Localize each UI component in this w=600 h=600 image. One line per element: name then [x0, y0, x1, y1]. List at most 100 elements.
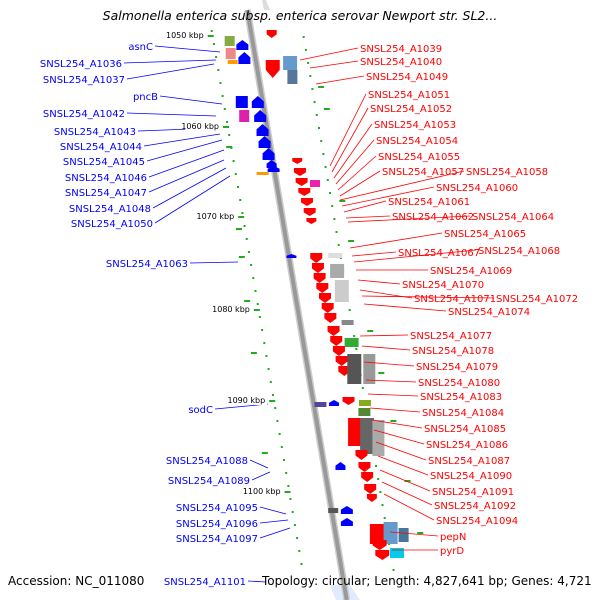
tick-dot [300, 563, 303, 565]
leader-line-right [359, 334, 409, 337]
leader-line-left [126, 112, 217, 117]
reverse-feature-box [363, 354, 376, 384]
reverse-feature-box [283, 56, 298, 70]
forward-gene-arrow [267, 166, 280, 172]
tick-dot [333, 218, 336, 220]
kbp-tick-background [231, 395, 268, 405]
label-right-snsl254_a1079: SNSL254_A1079 [416, 362, 498, 373]
reverse-gene-arrow [316, 283, 329, 293]
tick-dot [269, 381, 272, 383]
label-right-snsl254_a1084: SNSL254_A1084 [422, 408, 504, 419]
label-right-snsl254_a1057: SNSL254_A1057 [382, 167, 464, 178]
tick-dot [326, 179, 329, 181]
label-left-snsl254_a1096: SNSL254_A1096 [176, 519, 258, 530]
kbp-tick-label: 1090 kbp [227, 396, 265, 405]
tick-dot [324, 166, 327, 168]
leader-line-right [349, 232, 443, 249]
kbp-tick-label: 1080 kbp [212, 305, 250, 314]
tick-dot [223, 108, 226, 110]
leader-line-right [335, 139, 375, 185]
tick-dot [261, 329, 264, 331]
tick-dot [278, 433, 281, 435]
leader-line-right [343, 200, 387, 213]
leader-line-right [389, 531, 439, 537]
leader-line-right [371, 419, 423, 429]
leader-line-right [333, 123, 373, 179]
label-left-snsl254_a1042: SNSL254_A1042 [43, 109, 125, 120]
kbp-tick-mark [207, 35, 214, 37]
kbp-tick: 1090 kbp [227, 395, 276, 405]
leader-line-right [347, 215, 471, 223]
reverse-gene-arrow [355, 450, 368, 460]
label-right-snsl254_a1078: SNSL254_A1078 [412, 346, 494, 357]
tick-dot [226, 121, 228, 123]
kbp-tick-background [215, 304, 252, 314]
label-right-snsl254_a1058: SNSL254_A1058 [466, 167, 548, 178]
reverse-gene-arrow [303, 208, 316, 216]
label-left-snsl254_a1048: SNSL254_A1048 [69, 204, 151, 215]
forward-feature-box [224, 36, 235, 46]
label-right-snsl254_a1053: SNSL254_A1053 [374, 120, 456, 131]
reverse-gene-arrow [364, 484, 377, 494]
tick-dot [315, 114, 318, 116]
label-left-asnc: asnC [128, 42, 153, 53]
forward-feature-box [239, 110, 250, 122]
reverse-gene-arrow [295, 178, 308, 186]
kbp-tick-background [169, 30, 206, 40]
label-right-snsl254_a1052: SNSL254_A1052 [370, 104, 452, 115]
label-right-snsl254_a1092: SNSL254_A1092 [434, 501, 516, 512]
forward-feature-box [314, 402, 327, 407]
kbp-tick-label: 1060 kbp [181, 122, 219, 131]
kbp-tick: 1060 kbp [181, 121, 230, 131]
tick-dot [311, 88, 314, 90]
kbp-tick: 1070 kbp [196, 211, 245, 221]
forward-gene-arrow [286, 254, 297, 258]
leader-line-left [259, 519, 289, 524]
label-right-snsl254_a1065: SNSL254_A1065 [444, 229, 526, 240]
feature-labels: asnC SNSL254_A1036 SNSL254_A1037 pncB SNSL25… [40, 42, 578, 588]
track-dash [238, 256, 245, 258]
track-dash [250, 352, 257, 354]
label-left-snsl254_a1037: SNSL254_A1037 [43, 75, 125, 86]
label-leader-lines [123, 45, 495, 583]
tick-dot [280, 446, 283, 448]
forward-gene-arrow [251, 96, 264, 108]
tick-dot [361, 387, 364, 389]
tick-dot [217, 69, 220, 71]
leader-line-left [247, 580, 267, 583]
forward-feature-box [235, 96, 248, 108]
tick-dot [381, 504, 384, 506]
reverse-feature-box [372, 420, 385, 456]
leader-line-right [329, 93, 367, 167]
leader-line-right [331, 107, 369, 173]
tick-dot [267, 368, 270, 370]
label-left-snsl254_a1097: SNSL254_A1097 [176, 534, 258, 545]
label-left-pncb: pncB [133, 92, 158, 103]
tick-dot [320, 140, 323, 142]
leader-line-left [154, 175, 231, 224]
leader-line-left [189, 261, 239, 264]
track-dash [417, 532, 424, 534]
track-dash [390, 420, 397, 422]
label-right-snsl254_a1064: SNSL254_A1064 [472, 212, 554, 223]
tick-dot [237, 186, 239, 188]
tick-dot [215, 56, 218, 58]
track-dash [367, 330, 374, 332]
label-right-snsl254_a1068: SNSL254_A1068 [478, 246, 560, 257]
tick-dot [383, 517, 386, 519]
kbp-tick-label: 1050 kbp [166, 31, 204, 40]
tick-dot [263, 342, 266, 344]
tick-dot [285, 472, 288, 474]
forward-gene-arrow [340, 518, 353, 526]
forward-gene-arrow [258, 136, 271, 148]
track-dash [404, 480, 411, 482]
reverse-feature-box [287, 70, 298, 84]
leader-line-left [126, 63, 215, 80]
forward-gene-arrow [266, 160, 277, 168]
tick-dot [256, 303, 259, 305]
tick-dot [337, 244, 340, 246]
reverse-gene-arrow [361, 472, 374, 482]
label-left-snsl254_a1088: SNSL254_A1088 [166, 456, 248, 467]
leader-line-right [373, 429, 425, 445]
track-dash [348, 240, 355, 242]
